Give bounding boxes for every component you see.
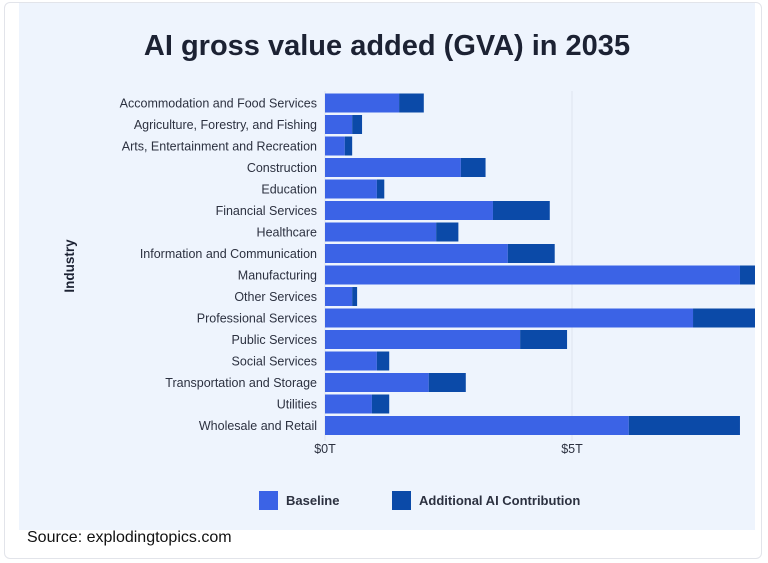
category-label: Arts, Entertainment and Recreation [122, 140, 317, 154]
legend: Baseline Additional AI Contribution [259, 491, 580, 510]
bar-baseline [325, 308, 694, 328]
bar-baseline [325, 394, 372, 414]
bar-ai-contribution [352, 115, 363, 134]
legend-label: Baseline [286, 493, 339, 508]
bar-ai-contribution [344, 136, 353, 156]
category-label: Information and Communication [140, 247, 317, 261]
bar-baseline [325, 201, 493, 220]
chart-panel: AI gross value added (GVA) in 2035 Accom… [19, 3, 755, 530]
x-tick-label: $5T [561, 442, 583, 456]
bar-baseline [325, 158, 461, 177]
bar-baseline [325, 179, 377, 199]
legend-label: Additional AI Contribution [419, 493, 580, 508]
category-label: Construction [247, 161, 317, 175]
bar-baseline [325, 115, 353, 134]
bar-ai-contribution [492, 201, 550, 220]
bar-ai-contribution [436, 222, 459, 242]
legend-swatch-ai [392, 491, 411, 510]
bar-ai-contribution [507, 244, 555, 263]
chart-title: AI gross value added (GVA) in 2035 [144, 30, 630, 62]
bar-ai-contribution [399, 93, 424, 113]
category-label: Manufacturing [238, 269, 317, 283]
category-label: Public Services [232, 333, 317, 347]
bar-ai-contribution [628, 416, 740, 435]
bar-ai-contribution [376, 351, 390, 371]
bar-baseline [325, 330, 521, 349]
source-caption: Source: explodingtopics.com [27, 529, 232, 546]
chart-card: AI gross value added (GVA) in 2035 Accom… [4, 2, 762, 559]
bar-ai-contribution [693, 308, 755, 328]
bar-baseline [325, 244, 508, 263]
bar-baseline [325, 351, 377, 371]
category-label: Wholesale and Retail [199, 419, 317, 433]
category-label: Agriculture, Forestry, and Fishing [134, 118, 317, 132]
bar-baseline [325, 93, 400, 113]
category-label: Healthcare [257, 226, 317, 240]
category-labels: Accommodation and Food Services Agricultu… [120, 97, 317, 434]
bar-ai-contribution [376, 179, 385, 199]
category-label: Utilities [277, 398, 317, 412]
category-label: Social Services [232, 355, 317, 369]
bar-ai-contribution [428, 373, 466, 392]
bar-ai-contribution [352, 287, 358, 306]
category-label: Other Services [234, 290, 317, 304]
bar-baseline [325, 373, 429, 392]
bar-ai-contribution [460, 158, 486, 177]
bar-baseline [325, 136, 345, 156]
bar-baseline [325, 265, 740, 285]
bars [325, 93, 755, 435]
bar-ai-contribution [371, 394, 390, 414]
y-axis-title: Industry [62, 239, 77, 293]
category-label: Financial Services [216, 204, 317, 218]
category-label: Transportation and Storage [165, 376, 317, 390]
bar-baseline [325, 222, 437, 242]
bar-baseline [325, 287, 353, 306]
bar-ai-contribution [739, 265, 755, 285]
legend-swatch-baseline [259, 491, 278, 510]
bar-chart: AI gross value added (GVA) in 2035 Accom… [62, 30, 755, 510]
bar-ai-contribution [520, 330, 568, 349]
x-tick-labels: $0T$5T$10T$15T [314, 442, 583, 456]
category-label: Professional Services [197, 312, 317, 326]
bar-baseline [325, 416, 629, 435]
category-label: Accommodation and Food Services [120, 97, 317, 111]
x-tick-label: $0T [314, 442, 336, 456]
category-label: Education [261, 183, 317, 197]
